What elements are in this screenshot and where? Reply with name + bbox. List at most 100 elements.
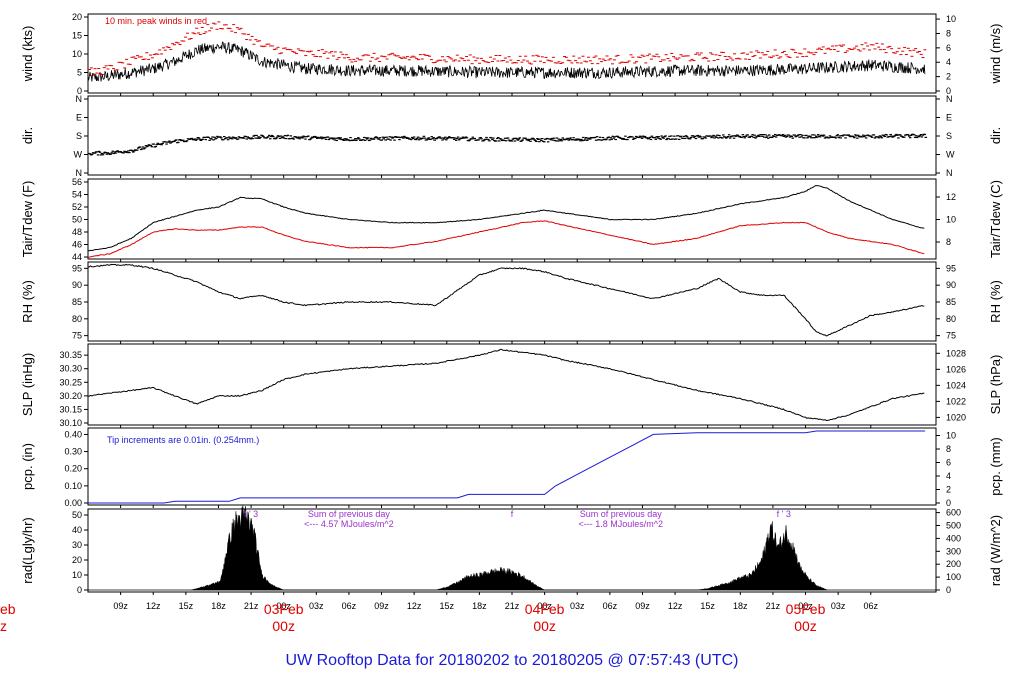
right-tick-label: 4	[946, 57, 951, 67]
left-tick-label: W	[74, 150, 83, 160]
day-date-label: 04Feb	[525, 601, 565, 617]
right-axis-label: dir.	[988, 127, 1003, 144]
right-tick-label: 2	[946, 72, 951, 82]
hour-tick-label: 21z	[766, 601, 781, 611]
left-tick-label: 52	[72, 202, 82, 212]
left-axis-label: SLP (inHg)	[20, 353, 35, 416]
left-tick-label: N	[76, 168, 83, 178]
hour-tick-label: 06z	[342, 601, 357, 611]
left-tick-label: 85	[72, 297, 82, 307]
pressure-line-0	[87, 348, 925, 422]
hour-tick-label: 00z	[537, 601, 552, 611]
panel-precipitation: 0.00 0.10 0.20 0.30 0.40 0 2 4 6 8 10 pcp. (in) pcp.…	[20, 427, 1003, 508]
day-date-label: 05Feb	[786, 601, 826, 617]
hour-tick-label: 12z	[668, 601, 683, 611]
hour-tick-label: 09z	[635, 601, 650, 611]
right-tick-label: 0	[946, 498, 951, 508]
right-tick-label: 8	[946, 28, 951, 38]
figure-title: UW Rooftop Data for 20180202 to 20180205…	[286, 652, 739, 669]
right-axis-label: SLP (hPa)	[988, 355, 1003, 415]
left-tick-label: 44	[72, 252, 82, 262]
left-tick-label: 20	[72, 12, 82, 22]
right-tick-label: 80	[946, 314, 956, 324]
right-tick-label: 500	[946, 521, 961, 531]
panel-radiation: 010203040500100200300400500600rad(Lgly/h…	[20, 505, 1003, 595]
right-axis-label: wind (m/s)	[988, 24, 1003, 85]
left-tick-label: 54	[72, 190, 82, 200]
left-tick-label: 0.30	[64, 447, 82, 457]
right-tick-label: 1028	[946, 348, 966, 358]
right-tick-label: 400	[946, 533, 961, 543]
left-tick-label: 10	[72, 570, 82, 580]
radiation-area	[191, 505, 828, 591]
left-tick-label: S	[76, 131, 82, 141]
right-tick-label: E	[946, 113, 952, 123]
left-tick-label: 30.10	[59, 418, 82, 428]
right-axis-label: Tair/Tdew (C)	[988, 180, 1003, 258]
left-tick-label: 0	[77, 86, 82, 96]
hour-tick-label: 18z	[733, 601, 748, 611]
right-tick-label: N	[946, 94, 953, 104]
hour-tick-label: 12z	[146, 601, 161, 611]
hour-tick-label: 03z	[831, 601, 846, 611]
right-tick-label: 8	[946, 237, 951, 247]
right-tick-label: 8	[946, 444, 951, 454]
panel-temperature: 44 46 48 50 52 54 56 8 10 12 Tair/Tdew (F) Tair/Tde…	[20, 177, 1003, 262]
day-date-label-cut: eb	[0, 601, 16, 617]
right-tick-label: 1020	[946, 412, 966, 422]
left-tick-label: 0.00	[64, 498, 82, 508]
day-hour-label: 00z	[533, 618, 556, 634]
hour-tick-label: 18z	[211, 601, 226, 611]
right-tick-label: 90	[946, 280, 956, 290]
left-tick-label: 40	[72, 525, 82, 535]
panel-humidity: 75 80 85 90 95 75 80 85 90 95 RH (%) RH (%)	[20, 261, 1003, 344]
right-tick-label: 200	[946, 559, 961, 569]
hour-tick-label: 00z	[798, 601, 813, 611]
left-tick-label: 46	[72, 240, 82, 250]
left-tick-label: 75	[72, 331, 82, 341]
hour-tick-label: 15z	[440, 601, 455, 611]
panel-wind: 0 5 10 15 20 0 2 4 6 8 10 wind (kts) wind (m/s) 10 mi…	[20, 12, 1003, 96]
hour-tick-label: 06z	[864, 601, 879, 611]
left-axis-label: Tair/Tdew (F)	[20, 181, 35, 258]
right-tick-label: S	[946, 131, 952, 141]
right-tick-label: 1022	[946, 396, 966, 406]
hour-tick-label: 00z	[276, 601, 291, 611]
hour-tick-label: 12z	[407, 601, 422, 611]
temperature-line-1	[88, 220, 925, 258]
wind-annotation: 10 min. peak winds in red	[105, 16, 207, 26]
left-tick-label: 10	[72, 49, 82, 59]
radiation-annotation: <--- 1.8 MJoules/m^2	[578, 519, 663, 529]
precip-annotation: Tip increments are 0.01in. (0.254mm.)	[107, 435, 259, 445]
right-axis-label: pcp. (mm)	[988, 437, 1003, 496]
left-tick-label: 30.15	[59, 404, 82, 414]
left-tick-label: N	[76, 94, 83, 104]
right-tick-label: 0	[946, 585, 951, 595]
left-tick-label: 95	[72, 263, 82, 273]
hour-tick-label: 21z	[505, 601, 520, 611]
left-tick-label: 50	[72, 510, 82, 520]
left-tick-label: 80	[72, 314, 82, 324]
left-tick-label: 48	[72, 227, 82, 237]
day-date-label: 03Feb	[264, 601, 304, 617]
left-tick-label: 0.40	[64, 429, 82, 439]
right-tick-label: 10	[946, 215, 956, 225]
right-axis-label: RH (%)	[988, 280, 1003, 323]
hour-tick-label: 03z	[309, 601, 324, 611]
hour-tick-label: 03z	[570, 601, 585, 611]
right-axis-label: rad (W/m^2)	[988, 515, 1003, 586]
right-tick-label: 6	[946, 458, 951, 468]
right-tick-label: 10	[946, 14, 956, 24]
day-hour-label: 00z	[272, 618, 295, 634]
radiation-annotation: Sum of previous day	[580, 509, 663, 519]
wind-speed-line	[87, 41, 926, 82]
left-axis-label: RH (%)	[20, 280, 35, 323]
temperature-line-0	[87, 184, 925, 252]
right-tick-label: 6	[946, 43, 951, 53]
right-tick-label: 12	[946, 192, 956, 202]
right-tick-label: 300	[946, 546, 961, 556]
hour-tick-label: 09z	[113, 601, 128, 611]
panel-frame	[87, 13, 937, 94]
panel-pressure: 30.10 30.15 30.20 30.25 30.30 30.35 1020 1022 10…	[20, 343, 1003, 428]
